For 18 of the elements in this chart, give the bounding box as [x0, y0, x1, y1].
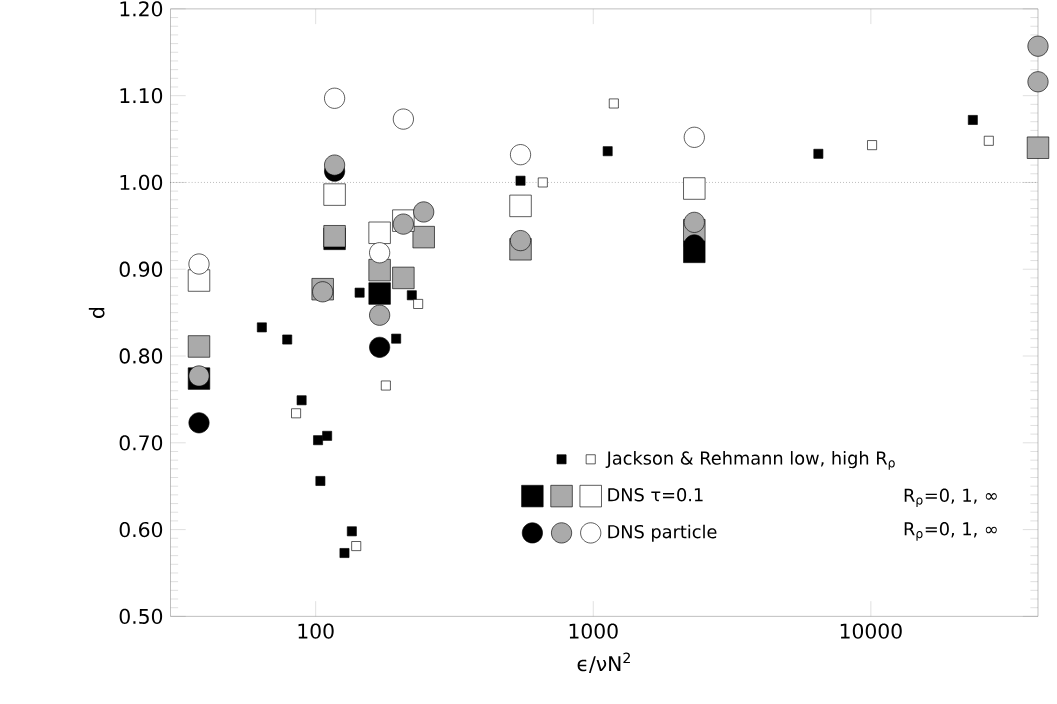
y-tick-label: 0.90: [119, 261, 163, 277]
y-tick-label: 0.70: [119, 435, 163, 451]
legend-label: Jackson & Rehmann low, high R$_{ρ}$: [605, 451, 895, 470]
x-tick-label: 10000: [840, 623, 902, 639]
y-tick-label: 0.60: [119, 521, 163, 538]
legend-label: DNS τ=0.1: [608, 488, 703, 502]
annotation: R$_{ρ}$=0, 1, ∞: [904, 488, 997, 508]
y-tick-label: 0.50: [119, 608, 163, 625]
y-axis-title: d: [88, 308, 105, 319]
y-tick-label: 0.80: [119, 348, 163, 364]
annotation: R$_{ρ}$=0, 1, ∞: [904, 522, 997, 541]
legend-label: DNS particle: [608, 524, 717, 542]
y-tick-label: 1.00: [120, 174, 163, 191]
x-axis-title: ϵ/νN$^{2}$: [577, 652, 630, 673]
x-tick-label: 1000: [569, 623, 618, 639]
y-tick-label: 1.20: [120, 1, 163, 17]
y-tick-label: 1.10: [120, 88, 163, 104]
x-tick-label: 100: [298, 623, 334, 639]
